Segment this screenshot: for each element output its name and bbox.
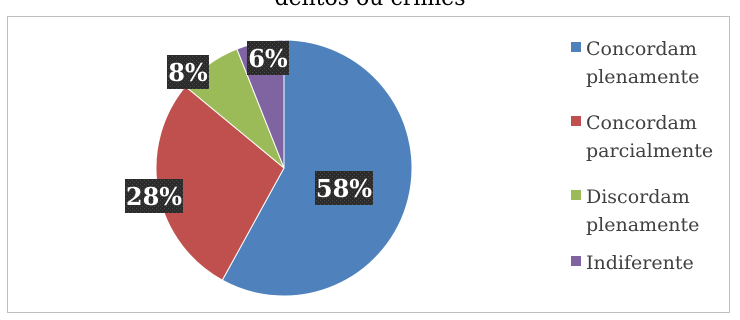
legend-label: Discordam — [586, 186, 690, 208]
chart-title: delitos ou crimes — [0, 0, 740, 11]
svg-text:58%: 58% — [316, 174, 372, 203]
legend-label: parcialmente — [586, 140, 713, 162]
legend-label: plenamente — [586, 214, 699, 236]
legend-entry-1: Concordam plenamente — [571, 38, 699, 88]
legend-swatch — [571, 256, 581, 266]
legend-label: plenamente — [586, 66, 699, 88]
data-label-4: 6% — [247, 41, 289, 75]
legend-label: Indiferente — [586, 252, 694, 274]
data-label-1: 58% — [315, 171, 373, 205]
legend-entry-4: Indiferente — [571, 252, 694, 274]
legend-swatch — [571, 190, 581, 200]
svg-text:6%: 6% — [248, 44, 288, 73]
data-label-2: 28% — [125, 179, 183, 213]
legend-label: Concordam — [586, 112, 697, 134]
pie-slice-concordam-plenamente — [221, 39, 413, 297]
legend-swatch — [571, 116, 581, 126]
legend-swatch — [571, 42, 581, 52]
svg-text:8%: 8% — [168, 58, 208, 87]
data-label-3: 8% — [167, 55, 209, 89]
legend-entry-3: Discordam plenamente — [571, 186, 699, 236]
legend-entry-2: Concordam parcialmente — [571, 112, 713, 162]
legend-label: Concordam — [586, 38, 697, 60]
svg-text:28%: 28% — [126, 182, 182, 211]
